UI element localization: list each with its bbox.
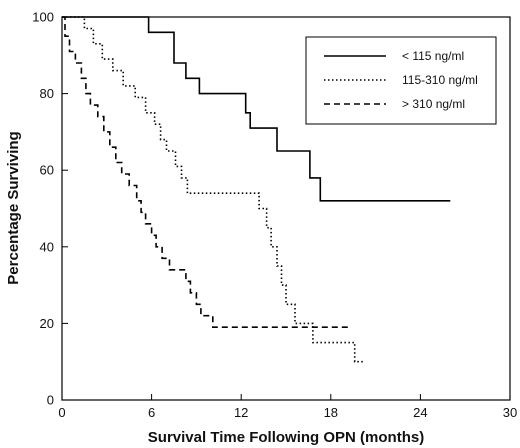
legend-box bbox=[305, 36, 497, 125]
x-tick-label: 12 bbox=[234, 405, 248, 420]
y-tick-label: 60 bbox=[40, 163, 54, 178]
series-line-1 bbox=[62, 16, 364, 363]
x-axis-title: Survival Time Following OPN (months) bbox=[148, 429, 424, 446]
x-tick-label: 0 bbox=[58, 405, 65, 420]
y-tick-label: 20 bbox=[40, 316, 54, 331]
x-tick-label: 18 bbox=[324, 405, 338, 420]
y-tick-label: 100 bbox=[32, 10, 54, 25]
legend-label-1: 115-310 ng/ml bbox=[402, 73, 478, 87]
legend: < 115 ng/ml 115-310 ng/ml > 310 ng/ml bbox=[305, 36, 497, 125]
x-tick-label: 24 bbox=[413, 405, 427, 420]
y-tick-label: 0 bbox=[47, 393, 54, 408]
axis-ticks: 0 6 12 18 24 30 0 20 40 60 80 100 bbox=[32, 10, 517, 421]
series-line-0 bbox=[62, 16, 451, 202]
legend-label-0: < 115 ng/ml bbox=[402, 49, 464, 63]
y-axis-title: Percentage Surviving bbox=[5, 131, 22, 284]
y-tick-label: 40 bbox=[40, 239, 54, 254]
x-tick-label: 6 bbox=[148, 405, 155, 420]
plot-frame bbox=[61, 16, 511, 401]
y-tick-label: 80 bbox=[40, 86, 54, 101]
x-tick-label: 30 bbox=[503, 405, 517, 420]
legend-label-2: > 310 ng/ml bbox=[402, 97, 465, 111]
series-line-2 bbox=[62, 16, 352, 328]
series-lines bbox=[62, 16, 451, 363]
